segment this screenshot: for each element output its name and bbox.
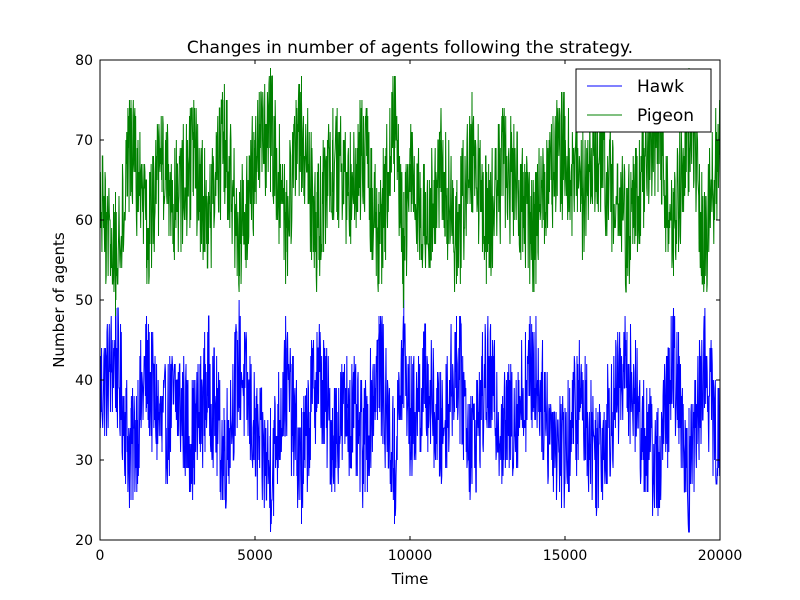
legend-label-hawk: Hawk [637, 77, 684, 97]
legend: Hawk Pigeon [575, 68, 712, 133]
y-tick-label: 50 [75, 293, 93, 309]
x-axis: 0 5000 10000 15000 20000 [96, 60, 743, 564]
x-tick-label: 10000 [388, 548, 433, 564]
y-tick-label: 30 [75, 453, 93, 469]
y-tick-label: 40 [75, 373, 93, 389]
chart-title: Changes in number of agents following th… [187, 38, 633, 58]
y-tick-label: 20 [75, 533, 93, 549]
y-tick-label: 60 [75, 213, 93, 229]
y-tick-label: 80 [75, 53, 93, 69]
x-axis-label: Time [391, 570, 429, 588]
y-tick-label: 70 [75, 133, 93, 149]
y-axis-label: Number of agents [50, 232, 68, 368]
x-tick-label: 20000 [698, 548, 743, 564]
x-tick-label: 5000 [237, 548, 273, 564]
legend-label-pigeon: Pigeon [637, 106, 694, 126]
series-line-pigeon [100, 75, 720, 309]
legend-box [575, 68, 712, 133]
x-tick-label: 15000 [543, 548, 588, 564]
x-tick-label: 0 [96, 548, 105, 564]
y-axis: 20 30 40 50 60 70 80 [75, 53, 720, 549]
series-layer [100, 68, 720, 533]
series-line-hawk [100, 299, 720, 533]
